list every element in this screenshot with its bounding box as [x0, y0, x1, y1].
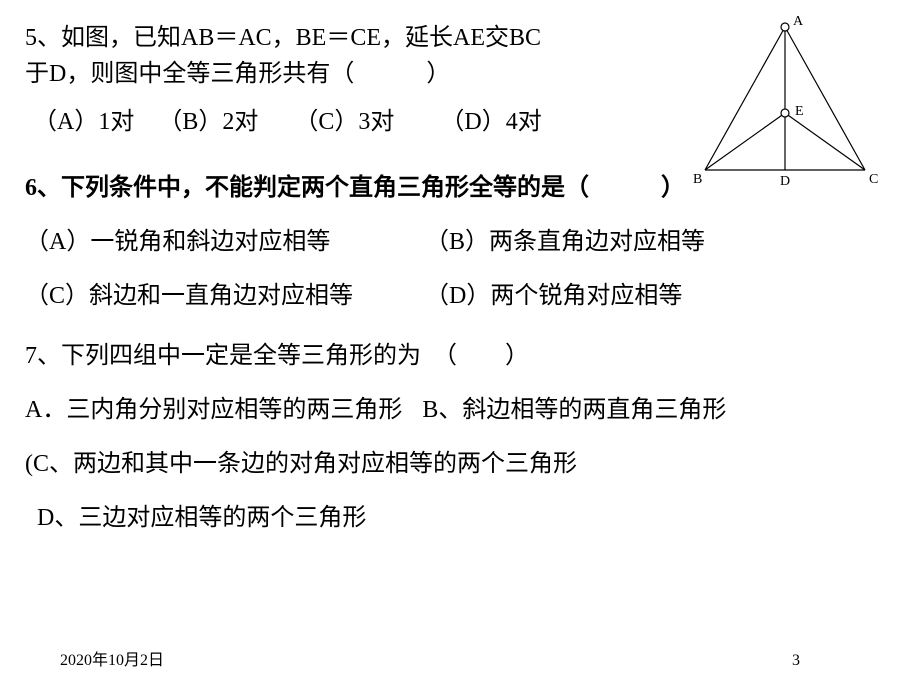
vertex-e-label: E	[795, 104, 804, 119]
vertex-b-label: B	[693, 172, 702, 185]
footer-page-number: 3	[792, 652, 800, 670]
vertex-d-label: D	[780, 174, 790, 185]
triangle-diagram: A B C D E	[685, 15, 885, 185]
q5-option-c: （C）3对	[294, 109, 394, 135]
q7-options-row1: A．三内角分别对应相等的两三角形 B、斜边相等的两直角三角形	[25, 392, 895, 428]
q6-option-a: （A）一锐角和斜边对应相等	[25, 224, 425, 260]
q6-options-row1: （A）一锐角和斜边对应相等 （B）两条直角边对应相等	[25, 224, 895, 260]
q7-option-b: B、斜边相等的两直角三角形	[422, 397, 726, 423]
vertex-a-label: A	[793, 15, 804, 29]
vertex-c-label: C	[869, 172, 878, 185]
q7-option-d: D、三边对应相等的两个三角形	[37, 500, 895, 536]
q6-option-d: （D）两个锐角对应相等	[425, 278, 682, 314]
q5-option-b: （B）2对	[158, 109, 258, 135]
q6-option-b: （B）两条直角边对应相等	[425, 224, 705, 260]
q7-stem: 7、下列四组中一定是全等三角形的为 （ ）	[25, 338, 895, 374]
q6-options-row2: （C）斜边和一直角边对应相等 （D）两个锐角对应相等	[25, 278, 895, 314]
footer-date: 2020年10月2日	[60, 646, 164, 670]
q7-option-a: A．三内角分别对应相等的两三角形	[25, 397, 402, 423]
q5-option-d: （D）4对	[440, 109, 541, 135]
q7-option-c: (C、两边和其中一条边的对角对应相等的两个三角形	[25, 446, 895, 482]
q6-option-c: （C）斜边和一直角边对应相等	[25, 278, 425, 314]
q5-option-a: （A）1对	[33, 109, 134, 135]
